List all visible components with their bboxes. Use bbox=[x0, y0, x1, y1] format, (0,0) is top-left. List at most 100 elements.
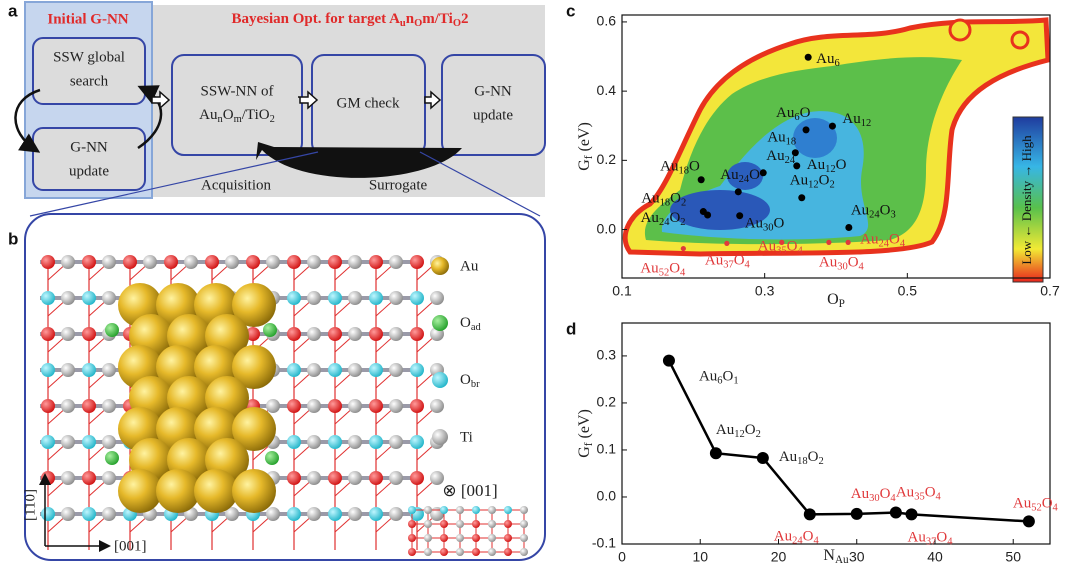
atom bbox=[123, 255, 137, 269]
atom bbox=[328, 291, 342, 305]
atom bbox=[424, 520, 432, 528]
point bbox=[805, 54, 812, 61]
atom bbox=[328, 255, 342, 269]
node-box bbox=[442, 55, 545, 155]
legend-atom bbox=[432, 315, 448, 331]
density-map bbox=[625, 20, 1048, 254]
density-contour bbox=[950, 20, 970, 40]
atom bbox=[348, 435, 362, 449]
node-label: GM check bbox=[337, 95, 400, 111]
x-axis-label: NAu bbox=[823, 547, 849, 564]
point bbox=[851, 508, 863, 520]
atom bbox=[164, 255, 178, 269]
node-label: SSW global bbox=[53, 49, 125, 65]
atom bbox=[102, 507, 116, 521]
atom bbox=[82, 291, 96, 305]
atom bbox=[389, 435, 403, 449]
point-label: Au52O4 bbox=[1013, 496, 1059, 514]
atom bbox=[41, 327, 55, 341]
point-label: Au12O2 bbox=[716, 423, 761, 441]
atom bbox=[225, 255, 239, 269]
atom bbox=[82, 363, 96, 377]
atom bbox=[389, 255, 403, 269]
atom bbox=[287, 291, 301, 305]
x-tick-label: 0.5 bbox=[898, 283, 918, 299]
atom bbox=[82, 327, 96, 341]
legend-atom bbox=[432, 372, 448, 388]
atom bbox=[369, 291, 383, 305]
atom bbox=[184, 255, 198, 269]
atom bbox=[348, 327, 362, 341]
atom bbox=[82, 255, 96, 269]
atom bbox=[143, 255, 157, 269]
atom bbox=[41, 399, 55, 413]
point bbox=[803, 126, 810, 133]
point bbox=[804, 508, 816, 520]
atom bbox=[266, 255, 280, 269]
atom bbox=[41, 255, 55, 269]
atom bbox=[488, 506, 496, 514]
point bbox=[829, 123, 836, 130]
atom bbox=[82, 471, 96, 485]
atom bbox=[369, 471, 383, 485]
axis-label: [1̄10] bbox=[22, 489, 38, 521]
atom bbox=[369, 327, 383, 341]
atom bbox=[389, 507, 403, 521]
atom bbox=[408, 534, 416, 542]
panel-letter: c bbox=[566, 1, 575, 20]
atom bbox=[307, 399, 321, 413]
initial-title: Initial G-NN bbox=[47, 11, 128, 27]
atom bbox=[456, 548, 464, 556]
atom bbox=[408, 520, 416, 528]
atom bbox=[488, 534, 496, 542]
y-tick-label: 0.6 bbox=[597, 13, 617, 29]
node-label: update bbox=[69, 163, 109, 179]
atom bbox=[408, 506, 416, 514]
atom bbox=[41, 363, 55, 377]
point-label: Au6O bbox=[776, 105, 811, 123]
atom bbox=[369, 399, 383, 413]
atom bbox=[287, 435, 301, 449]
atom bbox=[430, 399, 444, 413]
point bbox=[890, 506, 902, 518]
atom bbox=[389, 327, 403, 341]
node-box bbox=[172, 55, 302, 155]
x-tick-label: 40 bbox=[927, 549, 943, 564]
node-label: update bbox=[473, 107, 513, 123]
atom bbox=[328, 435, 342, 449]
point bbox=[846, 240, 851, 245]
atom bbox=[424, 506, 432, 514]
x-tick-label: 20 bbox=[771, 549, 787, 564]
node-box bbox=[33, 128, 145, 190]
legend-label: Au bbox=[460, 258, 479, 274]
atom bbox=[205, 255, 219, 269]
atom bbox=[102, 363, 116, 377]
atom bbox=[61, 291, 75, 305]
atom bbox=[82, 435, 96, 449]
point bbox=[681, 246, 686, 251]
atom bbox=[369, 435, 383, 449]
legend-atom bbox=[432, 429, 448, 445]
atom bbox=[328, 363, 342, 377]
atom bbox=[456, 534, 464, 542]
atom bbox=[348, 363, 362, 377]
atom bbox=[105, 323, 119, 337]
atom bbox=[82, 507, 96, 521]
atom bbox=[307, 507, 321, 521]
atom bbox=[348, 255, 362, 269]
atom bbox=[440, 520, 448, 528]
node-label: SSW-NN of bbox=[201, 83, 274, 99]
atom bbox=[472, 534, 480, 542]
point bbox=[760, 169, 767, 176]
y-tick-label: 0.4 bbox=[597, 82, 617, 98]
edge-label: Acquisition bbox=[201, 177, 271, 193]
atom bbox=[389, 399, 403, 413]
atom bbox=[389, 291, 403, 305]
atom bbox=[287, 399, 301, 413]
point bbox=[845, 224, 852, 231]
atom bbox=[61, 471, 75, 485]
point bbox=[736, 212, 743, 219]
atom bbox=[61, 363, 75, 377]
atom bbox=[520, 534, 528, 542]
y-axis-label: Gf (eV) bbox=[576, 122, 595, 171]
